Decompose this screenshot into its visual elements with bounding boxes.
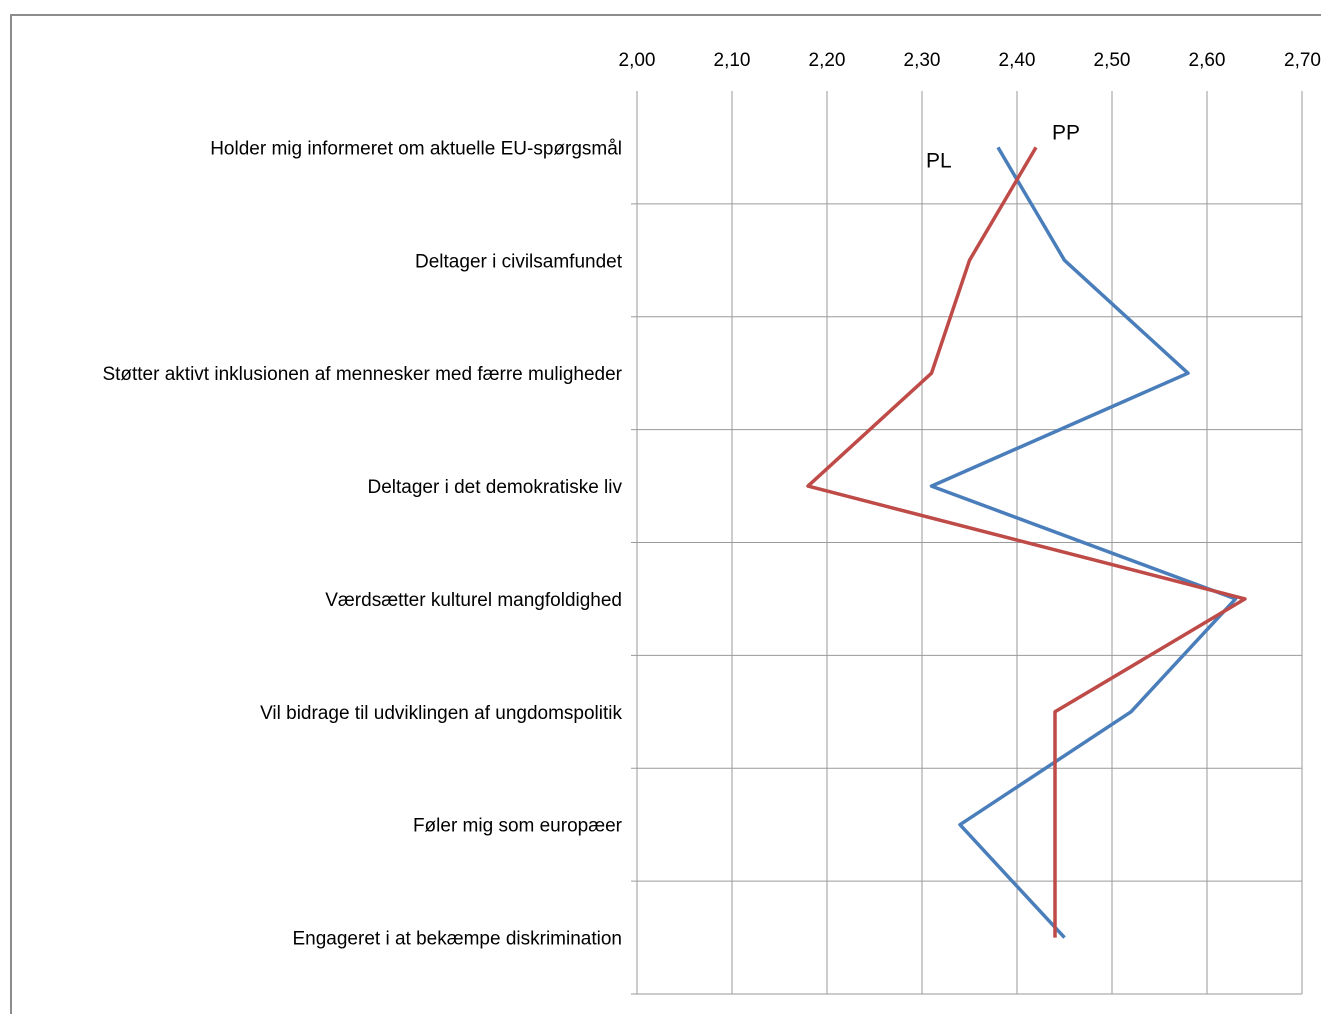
series-line-pl bbox=[929, 146, 1238, 939]
x-tick-label: 2,40 bbox=[999, 50, 1036, 71]
gridlines bbox=[631, 91, 1303, 995]
series-labels: PL PP bbox=[926, 121, 1080, 172]
x-tick-label: 2,20 bbox=[809, 50, 846, 71]
x-tick-label: 2,30 bbox=[904, 50, 941, 71]
category-label: Føler mig som europæer bbox=[413, 816, 623, 837]
chart-frame bbox=[10, 14, 1321, 1014]
x-tick-label: 2,60 bbox=[1189, 50, 1226, 71]
category-label: Værdsætter kulturel mangfoldighed bbox=[325, 590, 622, 611]
category-labels: Holder mig informeret om aktuelle EU-spø… bbox=[102, 138, 622, 949]
category-label: Støtter aktivt inklusionen af mennesker … bbox=[102, 364, 622, 385]
category-label: Deltager i civilsamfundet bbox=[415, 251, 623, 272]
series-label-pp: PP bbox=[1052, 121, 1080, 144]
x-tick-label: 2,50 bbox=[1094, 50, 1131, 71]
category-label: Engageret i at bekæmpe diskrimination bbox=[292, 929, 622, 950]
series-line-pp bbox=[806, 146, 1247, 938]
series-lines bbox=[806, 146, 1247, 939]
category-label: Holder mig informeret om aktuelle EU-spø… bbox=[210, 138, 622, 159]
x-tick-label: 2,70 bbox=[1284, 50, 1321, 71]
x-tick-label: 2,10 bbox=[714, 50, 751, 71]
series-label-pl: PL bbox=[926, 149, 952, 172]
category-label: Deltager i det demokratiske liv bbox=[368, 477, 623, 498]
x-tick-label: 2,00 bbox=[619, 50, 656, 71]
category-label: Vil bidrage til udviklingen af ungdomspo… bbox=[260, 703, 622, 724]
x-axis-ticks: 2,00 2,10 2,20 2,30 2,40 2,50 2,60 2,70 bbox=[619, 50, 1321, 71]
